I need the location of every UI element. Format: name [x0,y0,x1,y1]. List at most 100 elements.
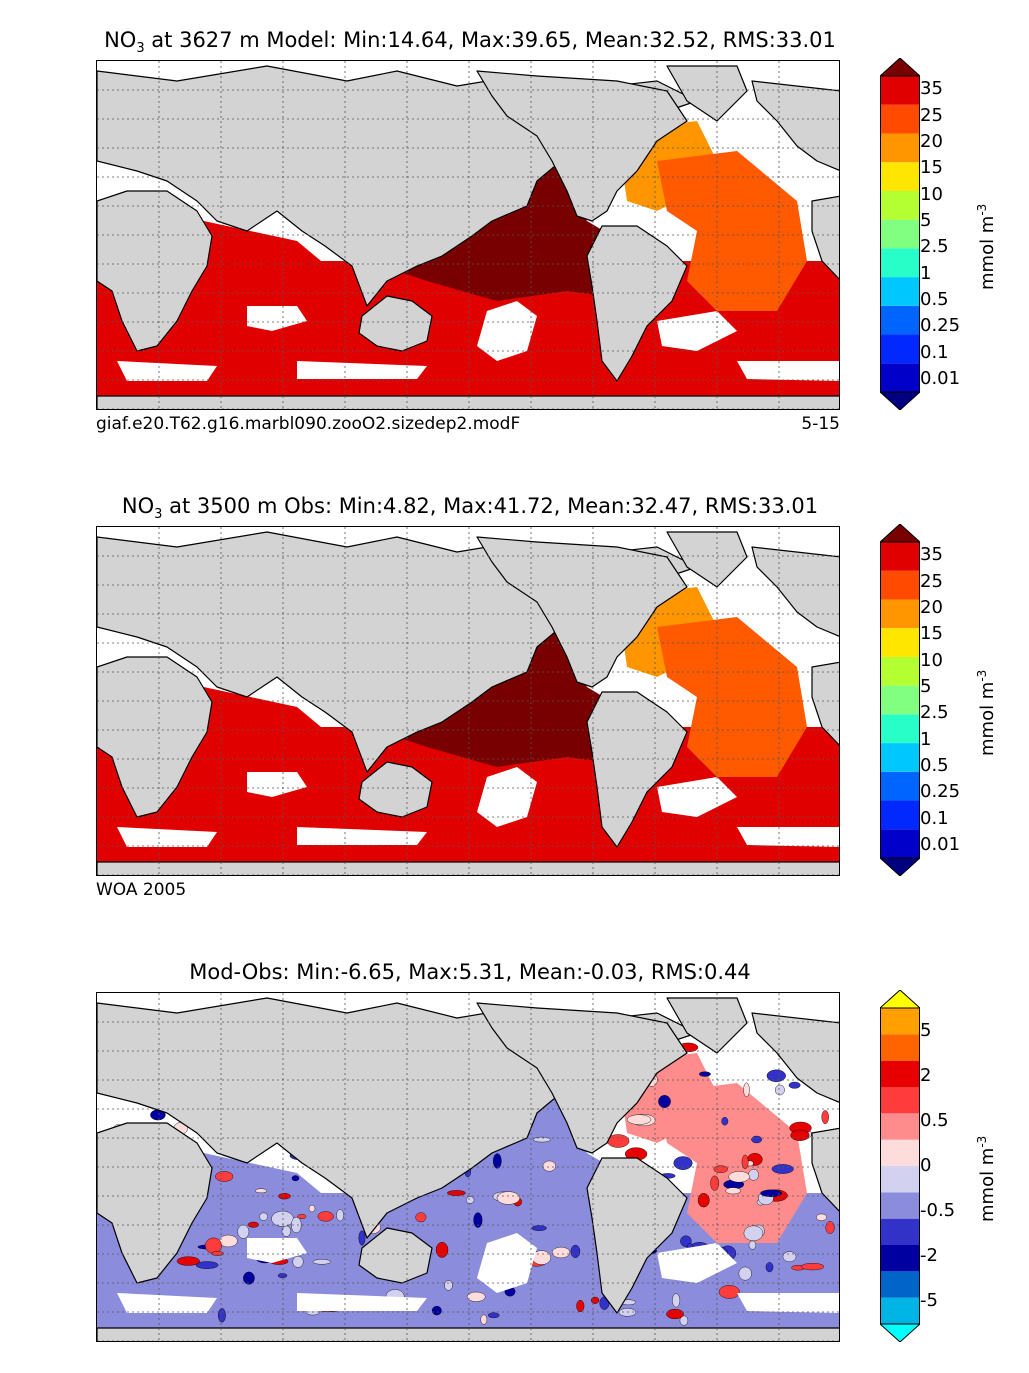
dataset-name: WOA 2005 [96,880,187,900]
colorbar-unit: mmol m-3 [975,669,998,756]
anomaly-blob [480,1314,488,1325]
colorbar-tick-label: 25 [920,104,943,126]
colorbar-segment [880,1139,920,1166]
africa-right-land [811,1127,839,1212]
colorbar-segment [880,248,920,278]
africa-land [97,190,213,352]
colorbar-tick-label: 0.5 [920,754,949,776]
colorbar-tick-label: 2 [920,1064,932,1086]
anomaly-blob [317,1211,334,1222]
colorbar-max-extend [880,58,920,77]
panel-title: NO3 at 3627 m Model: Min:14.64, Max:39.6… [104,28,836,57]
missing-data-region [477,301,537,361]
missing-data-region [117,1293,217,1313]
greenland-land [666,65,748,122]
anomaly-blob [766,1069,786,1083]
colorbar-tick-label: 35 [920,78,943,100]
anomaly-blob [496,1191,520,1205]
anomaly-blob [741,1154,749,1170]
anomaly-blob [473,1212,483,1228]
anomaly-blob [297,1214,307,1219]
missing-data-region [297,361,427,379]
missing-data-region [737,827,839,847]
missing-data-region [247,306,307,331]
colorbar-tick-label: 2.5 [920,236,949,258]
anomaly-blob [531,1225,547,1231]
colorbar-segment [880,334,920,364]
africa-land [97,656,213,818]
anomaly-blob [748,1240,757,1250]
colorbar-segment [880,162,920,191]
model-map [97,61,839,409]
colorbar-segment [880,363,920,392]
colorbar-segment [880,1297,920,1324]
africa-right-land [811,195,839,280]
colorbar-tick-label: 15 [920,623,943,645]
anomaly-blob [466,1291,486,1302]
anomaly-blob [748,1168,759,1181]
antarctica-land [97,395,839,409]
anomaly-blob [415,1212,427,1223]
colorbar-tick-label: 0.25 [920,781,961,803]
anomaly-blob [790,1129,810,1141]
colorbar-min-extend [880,1323,920,1342]
missing-data-region [117,827,217,847]
colorbar-tick-label: -0.5 [920,1200,956,1222]
anomaly-blob [743,1225,764,1242]
colorbar-segment [880,743,920,772]
colorbar-frame [880,75,920,393]
anomaly-blob [743,1082,750,1098]
colorbar-tick-label: -5 [920,1290,938,1312]
colorbar-segment [880,1271,920,1298]
anomaly-blob [713,1165,728,1173]
colorbar-tick-label: 0.5 [920,288,949,310]
colorbar-tick-label: 15 [920,157,943,179]
colorbar-unit: mmol m-3 [975,203,998,290]
asia-east-land [751,80,839,171]
anomaly-blob [551,1246,571,1259]
anomaly-blob [542,1160,556,1172]
anomaly-blob [237,1224,250,1239]
anomaly-blob [738,1266,752,1281]
anomaly-blob [435,1242,449,1258]
map-frame [96,992,840,1342]
anomaly-blob [277,1273,288,1278]
anomaly-blob [218,1308,226,1323]
colorbar-tick-label: 2.5 [920,702,949,724]
anomaly-blob [259,1212,268,1221]
anomaly-blob [292,1255,304,1268]
colorbar-tick-label: 20 [920,130,943,152]
colorbar-segment [880,714,920,744]
colorbar-tick-label: 20 [920,596,943,618]
south-america-land [586,1157,688,1314]
colorbar-segment [880,190,920,220]
colorbar-segment [880,829,920,858]
australia-land [358,1227,433,1284]
colorbar-segment [880,133,920,163]
anomaly-blob [658,1095,671,1108]
colorbar-segment [880,771,920,801]
anomaly-blob [771,1164,794,1174]
colorbar-frame [880,541,920,859]
colorbar-tick-label: 25 [920,570,943,592]
anomaly-blob [447,1190,466,1196]
colorbar-unit: mmol m-3 [975,1135,998,1222]
colorbar [880,58,920,410]
case-name: giaf.e20.T62.g16.marbl090.zooO2.sizedep2… [96,414,521,434]
colorbar-max-extend [880,524,920,543]
anomaly-blob [176,1256,200,1266]
anomaly-blob [312,1259,331,1265]
anomaly-blob [775,1084,785,1096]
model-panel: NO3 at 3627 m Model: Min:14.64, Max:39.6… [0,0,1029,460]
anomaly-blob [195,1261,219,1269]
colorbar [880,524,920,876]
anomaly-blob [570,1244,581,1258]
difference-map [97,993,839,1341]
anomaly-blob [699,1071,711,1077]
anomaly-blob [215,1171,234,1182]
panel-title: Mod-Obs: Min:-6.65, Max:5.31, Mean:-0.03… [189,960,751,984]
anomaly-blob [211,1251,224,1256]
colorbar-segment [880,542,920,571]
obs-map [97,527,839,875]
antarctica-land [97,1327,839,1341]
